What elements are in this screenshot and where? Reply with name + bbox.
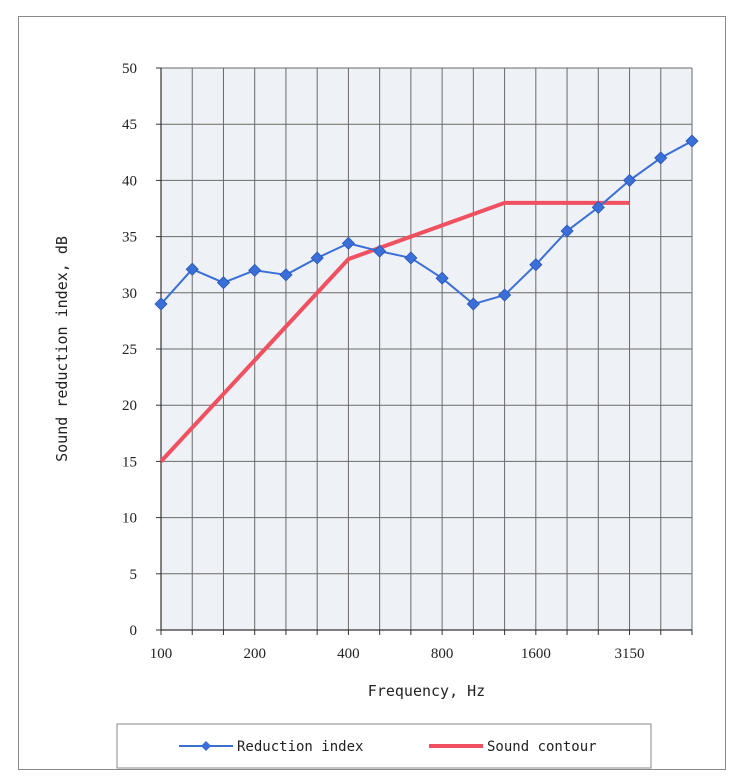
data-point-reduction-index xyxy=(404,251,418,265)
y-tick-label: 40 xyxy=(122,173,137,189)
y-tick-label: 5 xyxy=(130,567,138,583)
data-point-reduction-index xyxy=(341,236,355,250)
x-tick-label: 100 xyxy=(150,646,173,662)
x-tick-label: 400 xyxy=(337,646,360,662)
y-tick-label: 25 xyxy=(122,342,137,358)
data-point-reduction-index xyxy=(685,134,699,148)
x-tick-labels: 100 200 400 800 1600 3150 xyxy=(150,646,645,662)
chart-frame: 0 5 10 15 20 25 30 35 40 45 50 100 200 400 800 1600 315… xyxy=(18,16,726,770)
x-tick-label: 3150 xyxy=(615,646,645,662)
y-tick-label: 10 xyxy=(122,511,137,527)
chart-svg: 0 5 10 15 20 25 30 35 40 45 50 100 200 400 800 1600 315… xyxy=(53,61,699,769)
legend-label-reduction-index: Reduction index xyxy=(237,739,363,755)
y-tick-label: 20 xyxy=(122,398,137,414)
legend-label-sound-contour: Sound contour xyxy=(487,739,597,755)
x-tick-label: 800 xyxy=(431,646,454,662)
series-line-sound-contour xyxy=(159,200,630,463)
data-point-reduction-index xyxy=(498,288,512,302)
data-point-reduction-index xyxy=(435,271,449,285)
y-axis-label: Sound reduction index, dB xyxy=(53,236,71,462)
y-tick-label: 50 xyxy=(122,61,137,77)
x-tick-label: 200 xyxy=(243,646,266,662)
data-point-reduction-index xyxy=(373,244,387,258)
series-line-reduction-index xyxy=(160,140,693,306)
data-point-reduction-index xyxy=(185,262,199,276)
x-axis-label: Frequency, Hz xyxy=(368,682,485,700)
grid-lines xyxy=(156,67,693,635)
y-tick-label: 0 xyxy=(130,623,138,639)
data-point-reduction-index xyxy=(310,251,324,265)
y-tick-label: 35 xyxy=(122,230,137,246)
legend: Reduction index Sound contour xyxy=(116,723,652,769)
legend-marker-reduction-index xyxy=(201,741,211,751)
data-point-reduction-index xyxy=(154,297,168,311)
data-point-reduction-index xyxy=(622,173,637,187)
data-point-reduction-index xyxy=(216,276,231,290)
data-point-reduction-index xyxy=(466,297,480,311)
y-tick-label: 15 xyxy=(122,454,137,470)
y-tick-labels: 0 5 10 15 20 25 30 35 40 45 50 xyxy=(122,61,137,639)
data-point-reduction-index xyxy=(591,200,605,214)
series-layer xyxy=(154,134,699,463)
data-point-reduction-index xyxy=(560,224,574,238)
x-tick-label: 1600 xyxy=(521,646,551,662)
y-tick-label: 45 xyxy=(122,117,137,133)
data-point-reduction-index xyxy=(529,258,543,272)
data-point-reduction-index xyxy=(248,263,262,277)
data-point-reduction-index xyxy=(654,151,668,165)
y-tick-label: 30 xyxy=(122,286,137,302)
data-point-reduction-index xyxy=(279,268,293,282)
